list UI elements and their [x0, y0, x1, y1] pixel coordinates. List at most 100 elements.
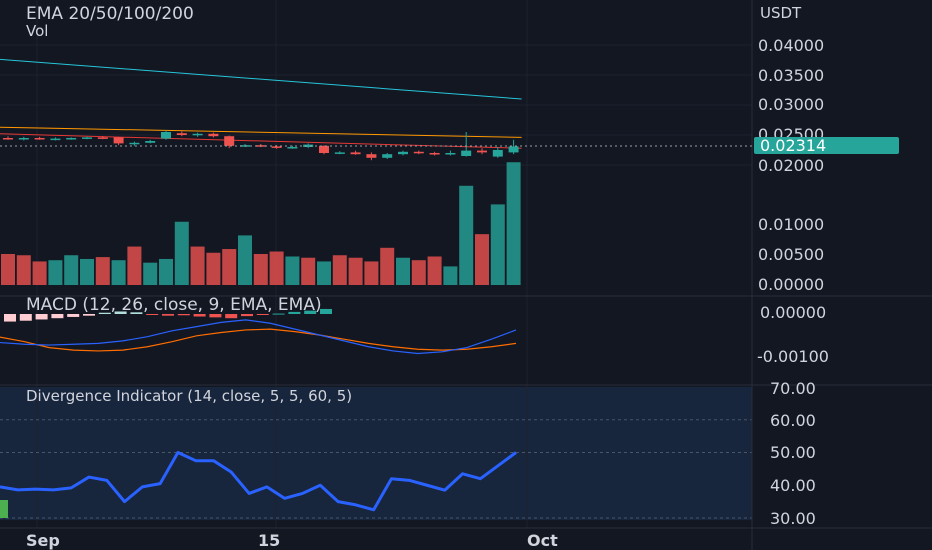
candle-body: [366, 154, 377, 158]
volume-bar: [190, 246, 205, 285]
candle-body: [413, 151, 424, 154]
signal-line: [0, 328, 517, 352]
legend-divergence[interactable]: Divergence Indicator (14, close, 5, 5, 6…: [26, 387, 352, 405]
volume-bar: [111, 260, 126, 285]
macd-histogram-bar: [288, 311, 301, 314]
candle-body: [113, 137, 124, 144]
candle-body: [350, 152, 361, 155]
divergence-line: [0, 451, 517, 512]
macd-histogram-bar: [67, 314, 80, 317]
time-axis[interactable]: Sep 15 Oct: [26, 531, 558, 550]
volume-bar: [174, 221, 189, 285]
candle-body: [429, 153, 440, 155]
macd-histogram-bar: [162, 314, 174, 316]
candle-body: [445, 153, 456, 155]
volume-bar: [238, 235, 252, 285]
candle-body: [303, 144, 314, 147]
candle-body: [161, 132, 171, 139]
candle-body: [66, 138, 77, 140]
divergence-marker: [0, 500, 8, 518]
volume-bar: [443, 266, 458, 285]
macd-histogram-bar: [272, 313, 285, 315]
macd-tick-label: -0.00100: [757, 347, 829, 366]
volume-bar: [411, 260, 426, 285]
time-tick-label: Sep: [26, 531, 60, 550]
price-tick-label: 0.03500: [758, 66, 824, 85]
macd-histogram-bar: [193, 314, 206, 317]
last-price-label: 0.02314: [760, 136, 826, 155]
macd-histogram-bar: [98, 312, 111, 314]
candle-body: [287, 147, 298, 149]
ema-line: [0, 58, 522, 100]
macd-histogram-bar: [320, 308, 332, 314]
candle-body: [50, 138, 61, 141]
volume-bars: [1, 162, 521, 285]
gridlines: [0, 0, 752, 528]
currency-label: USDT: [760, 4, 802, 22]
candle-body: [3, 138, 13, 140]
macd-histogram-bar: [225, 314, 238, 319]
macd-histogram-bar: [146, 314, 159, 315]
candle-body: [461, 150, 472, 156]
divergence-tick-label: 70.00: [770, 379, 816, 398]
candle-body: [224, 136, 235, 146]
volume-bar: [253, 254, 268, 285]
price-tick-label: 0.02000: [758, 156, 824, 175]
volume-bar: [159, 258, 173, 285]
candle-body: [145, 141, 156, 143]
candle-body: [208, 133, 219, 137]
ema-line: [0, 133, 522, 149]
candle-body: [492, 150, 503, 157]
divergence-tick-label: 50.00: [770, 443, 816, 462]
volume-bar: [490, 204, 505, 285]
macd-histogram-bar: [35, 314, 48, 320]
candle-body: [334, 152, 345, 154]
volume-bar: [459, 185, 474, 285]
volume-tick-label: 0.00000: [758, 275, 824, 294]
divergence-band: [0, 387, 752, 520]
candle-body: [192, 133, 203, 136]
divergence-tick-label: 60.00: [770, 411, 816, 430]
last-price-tag: [754, 137, 899, 154]
macd-histogram-bar: [114, 311, 127, 314]
candle-body: [18, 138, 29, 140]
legend-vol[interactable]: Vol: [26, 22, 48, 40]
candle-body: [97, 137, 108, 139]
price-axis[interactable]: 0.040000.035000.030000.025000.020000.010…: [757, 36, 829, 528]
macd-histogram: [4, 308, 332, 322]
volume-bar: [32, 261, 47, 285]
ema-lines: [0, 58, 522, 149]
time-tick-label: 15: [258, 531, 280, 550]
volume-tick-label: 0.01000: [758, 215, 824, 234]
legend-ema[interactable]: EMA 20/50/100/200: [26, 4, 194, 24]
macd-histogram-bar: [19, 314, 32, 321]
volume-tick-label: 0.00500: [758, 245, 824, 264]
volume-bar: [317, 261, 331, 285]
divergence-tick-label: 40.00: [770, 476, 816, 495]
volume-bar: [475, 234, 489, 285]
macd-histogram-bar: [256, 314, 269, 315]
macd-histogram-bar: [241, 314, 253, 317]
volume-bar: [48, 260, 63, 285]
volume-bar: [301, 257, 316, 285]
candle-body: [319, 145, 329, 153]
candle-body: [34, 138, 45, 140]
candle-body: [271, 146, 282, 148]
macd-lines: [0, 319, 517, 355]
volume-bar: [64, 255, 79, 285]
volume-bar: [427, 256, 442, 285]
candle-body: [508, 146, 519, 153]
candles: [3, 130, 519, 161]
legend-macd[interactable]: MACD (12, 26, close, 9, EMA, EMA): [26, 295, 322, 315]
macd-histogram-bar: [130, 312, 143, 314]
candle-body: [129, 142, 140, 145]
divergence-series-line: [0, 451, 517, 512]
macd-histogram-bar: [4, 314, 16, 322]
volume-bar: [16, 255, 31, 285]
macd-histogram-bar: [304, 310, 317, 314]
candle-body: [82, 137, 92, 139]
candle-body: [382, 154, 393, 158]
macd-histogram-bar: [83, 314, 95, 316]
macd-histogram-bar: [51, 314, 64, 319]
